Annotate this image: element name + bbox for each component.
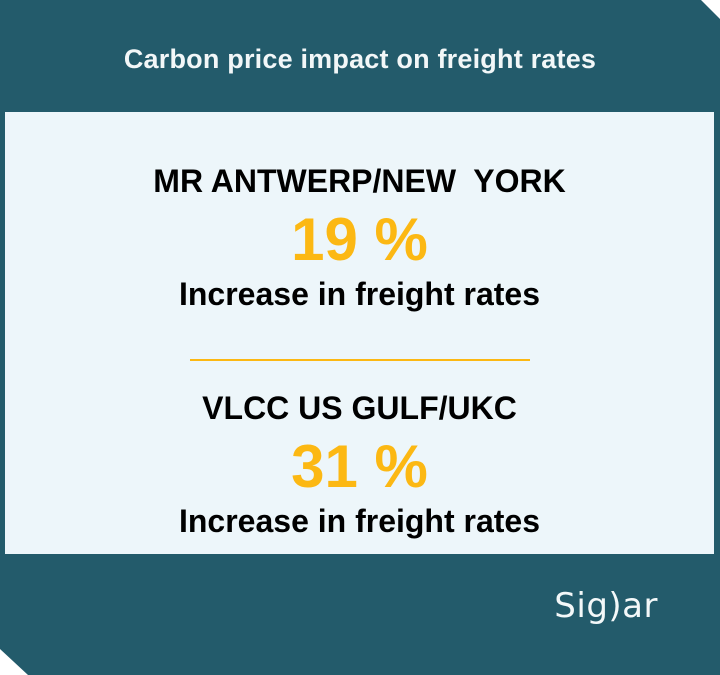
footer: Sig)ar bbox=[0, 554, 720, 675]
route-label: MR ANTWERP/NEW YORK bbox=[153, 163, 566, 199]
caption-label: Increase in freight rates bbox=[178, 276, 541, 312]
section-divider bbox=[189, 359, 530, 361]
stat-section-vlcc-us-gulf-ukc: VLCC US GULF/UKC 31 % Increase in freigh… bbox=[5, 389, 714, 540]
siglar-logo: Sig)ar bbox=[554, 586, 658, 626]
stats-card: MR ANTWERP/NEW YORK 19 % Increase in fre… bbox=[5, 112, 714, 554]
route-label: VLCC US GULF/UKC bbox=[202, 390, 517, 426]
caption-label: Increase in freight rates bbox=[178, 503, 541, 539]
page-title: Carbon price impact on freight rates bbox=[123, 44, 597, 74]
percentage-value: 31 % bbox=[291, 433, 428, 500]
stat-section-mr-antwerp-new-york: MR ANTWERP/NEW YORK 19 % Increase in fre… bbox=[5, 162, 714, 313]
header: Carbon price impact on freight rates bbox=[0, 0, 720, 112]
percentage-value: 19 % bbox=[291, 206, 428, 273]
